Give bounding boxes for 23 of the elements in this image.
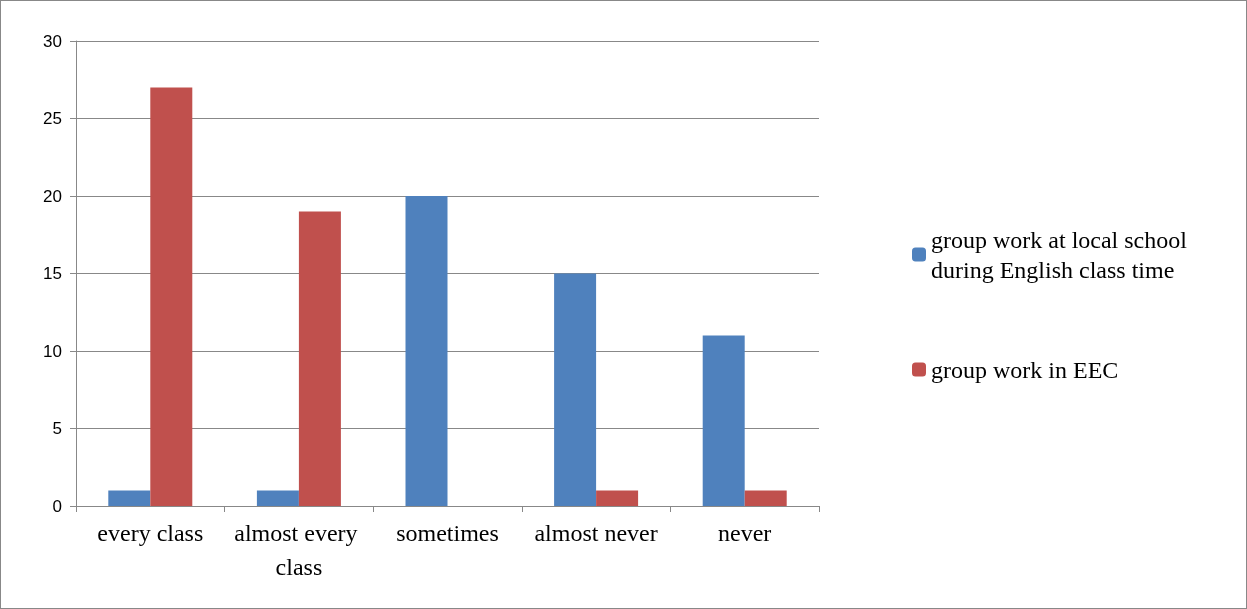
x-tick-label: sometimes <box>396 520 499 546</box>
bar <box>596 490 639 506</box>
bar <box>298 211 341 506</box>
bar <box>108 490 151 506</box>
bar <box>150 87 193 506</box>
y-tick-label: 5 <box>52 419 62 438</box>
bar <box>554 273 597 506</box>
y-tick-label: 15 <box>43 264 62 283</box>
x-tick-label: never <box>718 520 772 546</box>
legend-label: group work at local school during English class time <box>931 226 1193 283</box>
bar <box>744 490 787 506</box>
bar <box>256 490 299 506</box>
bar <box>405 196 448 506</box>
y-tick-label: 25 <box>43 109 62 128</box>
legend-label: group work in EEC <box>931 356 1119 383</box>
x-tick-label: almost every class <box>234 520 364 580</box>
y-tick-label: 20 <box>43 186 62 206</box>
x-tick-label: every class <box>97 520 204 546</box>
y-tick-label: 30 <box>43 31 62 51</box>
y-tick-label: 10 <box>43 341 62 361</box>
x-tick-label: almost never <box>534 520 658 546</box>
y-tick-label: 0 <box>52 496 62 516</box>
bar <box>702 335 745 506</box>
